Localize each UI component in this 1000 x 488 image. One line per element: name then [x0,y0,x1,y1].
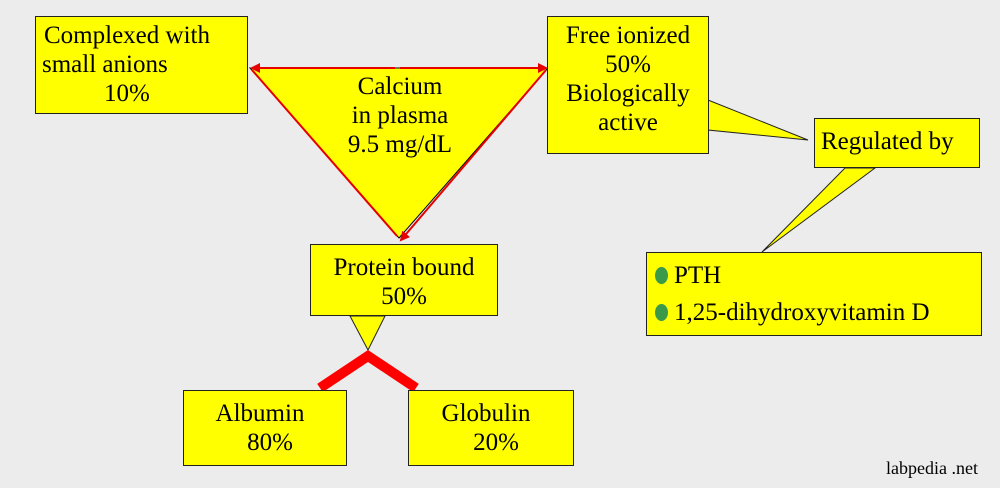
free-ionized-box: Free ionized 50% Biologically active [547,16,709,154]
protein-callout-tail [349,315,386,352]
bullet-icon [655,304,668,321]
protein-line-2: 50% [381,283,427,310]
globulin-box: Globulin 20% [408,390,574,466]
regulated-by-box: Regulated by [814,118,980,168]
globulin-line-2: 20% [473,429,519,456]
regulator-label-pth: PTH [674,262,722,289]
bullet-icon [655,267,668,284]
complexed-line-3: 10% [104,80,150,107]
protein-branch [317,349,419,393]
globulin-line-1: Globulin [441,400,531,427]
free-line-4: active [598,109,658,136]
regulated-label: Regulated by [821,128,954,155]
calcium-line-1: Calcium [357,73,443,100]
arrow-to-protein [399,69,547,242]
free-line-3: Biologically [566,80,690,107]
regulator-item-vitamin-d: 1,25-dihydroxyvitamin D [655,298,981,327]
regulated-callout-tail [761,167,877,253]
calcium-line-3: 9.5 mg/dL [347,131,453,158]
regulators-box: PTH 1,25-dihydroxyvitamin D [646,252,982,336]
protein-line-1: Protein bound [333,254,475,281]
free-line-1: Free ionized [565,22,691,49]
calcium-label: Calcium in plasma 9.5 mg/dL [332,72,468,159]
regulator-label-vitamin-d: 1,25-dihydroxyvitamin D [674,299,930,326]
albumin-box: Albumin 80% [183,390,347,466]
regulator-item-pth: PTH [655,261,981,290]
free-callout-tail [707,99,809,141]
source-watermark: labpedia .net [886,458,978,478]
albumin-line-2: 80% [247,429,293,456]
arrow-edge-left [251,69,398,237]
complexed-line-1: Complexed with [44,22,210,49]
free-line-2: 50% [605,51,651,78]
calcium-line-2: in plasma [351,102,449,129]
protein-bound-box: Protein bound 50% [310,244,498,316]
complexed-box: Complexed with small anions 10% [35,16,248,114]
complexed-line-2: small anions [42,51,168,78]
albumin-line-1: Albumin [215,400,305,427]
